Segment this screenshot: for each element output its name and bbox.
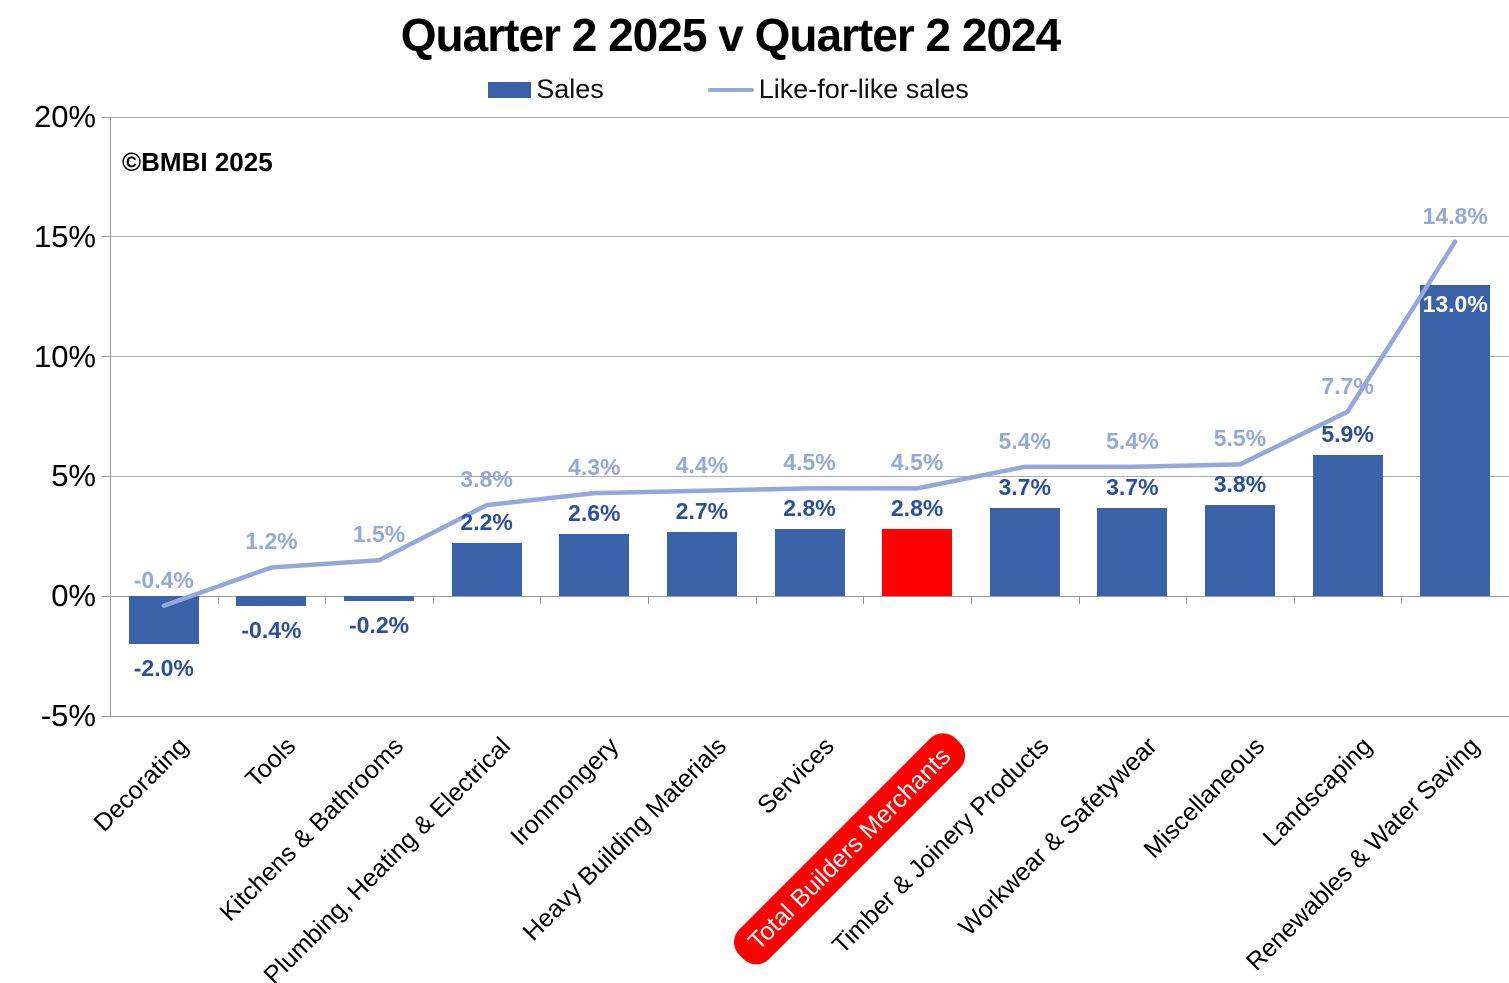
legend-label-like-for-like: Like-for-like sales: [758, 74, 969, 104]
line-value-label: 4.5%: [783, 449, 836, 476]
bar-value-label: -2.0%: [133, 655, 194, 682]
x-axis-tick: [1078, 596, 1080, 605]
y-axis-line: [109, 117, 111, 716]
bar-value-label: -0.2%: [348, 611, 410, 638]
y-tick-label: 20%: [33, 99, 96, 134]
y-axis-tick: [102, 116, 110, 118]
x-axis-tick: [432, 596, 434, 605]
bar-landscaping: [1312, 454, 1383, 597]
x-label-decorating: Decorating: [88, 732, 194, 838]
x-axis-tick: [110, 596, 111, 605]
legend-label-sales: Sales: [536, 74, 604, 104]
line-value-label: 14.8%: [1422, 202, 1488, 229]
line-value-label: 4.5%: [890, 449, 944, 476]
x-label-services: Services: [751, 732, 840, 820]
line-value-label: 7.7%: [1321, 372, 1374, 399]
y-tick-label: 0%: [51, 578, 96, 614]
line-value-label: -0.4%: [133, 566, 194, 593]
bar-services: [774, 529, 845, 597]
x-axis-tick: [1186, 596, 1188, 605]
bar-workwear-safetywear: [1097, 507, 1168, 597]
bar-decorating: [128, 596, 199, 645]
legend-item-sales: Sales: [488, 74, 604, 105]
bar-tools: [236, 596, 307, 606]
bar-miscellaneous: [1204, 505, 1275, 597]
x-axis-tick: [1293, 596, 1295, 605]
line-value-label: 5.5%: [1213, 425, 1267, 452]
x-axis-tick: [755, 596, 757, 605]
bar-value-label: 2.7%: [675, 497, 729, 524]
x-label-ironmongery: Ironmongery: [505, 732, 625, 852]
y-axis-tick: [102, 356, 110, 358]
gridline: [110, 116, 1509, 118]
bar-value-label: 2.6%: [568, 499, 621, 526]
y-tick-label: 5%: [51, 458, 96, 494]
y-tick-label: 15%: [33, 218, 96, 254]
x-axis-tick: [540, 596, 542, 605]
x-axis-tick: [1401, 596, 1403, 605]
line-value-label: 1.5%: [352, 521, 406, 548]
gridline: [110, 475, 1509, 477]
line-value-label: 1.2%: [245, 528, 298, 555]
bar-value-label: 2.2%: [460, 509, 513, 536]
x-label-tools: Tools: [240, 732, 302, 794]
chart-title: Quarter 2 2025 v Quarter 2 2024: [400, 9, 1061, 61]
bar-value-label: 5.9%: [1321, 420, 1374, 447]
x-axis-tick: [325, 596, 327, 605]
like-for-like-line-swatch-icon: [707, 87, 754, 92]
line-value-label: 3.8%: [460, 466, 513, 493]
y-axis-tick: [102, 475, 110, 477]
sales-swatch-icon: [488, 81, 532, 98]
bar-renewables-water-saving: [1420, 284, 1491, 597]
x-label-workwear-safetywear: Workwear & Safetywear: [953, 732, 1163, 942]
bar-value-label: 2.8%: [890, 495, 944, 522]
bar-value-label: 13.0%: [1422, 290, 1488, 317]
bar-value-label: 3.8%: [1213, 471, 1267, 498]
y-axis-tick: [102, 595, 110, 597]
x-label-renewables-water-saving: Renewables & Water Saving: [1240, 732, 1486, 977]
line-value-label: 4.3%: [568, 454, 621, 481]
gridline: [110, 356, 1509, 358]
line-value-label: 4.4%: [675, 451, 729, 478]
x-axis-tick: [217, 596, 219, 605]
bar-value-label: 3.7%: [998, 473, 1051, 500]
copyright-notice: ©BMBI 2025: [122, 147, 273, 177]
bar-kitchens-bathrooms: [344, 596, 415, 601]
bar-value-label: 3.7%: [1106, 473, 1159, 500]
x-label-landscaping: Landscaping: [1257, 732, 1378, 853]
x-axis-tick: [648, 596, 650, 605]
bar-ironmongery: [559, 533, 630, 597]
x-label-kitchens-bathrooms: Kitchens & Bathrooms: [214, 732, 409, 927]
bar-value-label: -0.4%: [241, 616, 302, 643]
gridline: [110, 236, 1509, 238]
x-axis-tick: [863, 596, 865, 605]
y-axis-tick: [102, 715, 110, 717]
bar-timber-joinery-products: [989, 507, 1060, 597]
bar-value-label: 2.8%: [783, 495, 836, 522]
y-axis-tick: [102, 236, 110, 238]
y-tick-label: -5%: [40, 698, 96, 733]
legend: Sales Like-for-like sales: [0, 74, 1509, 105]
line-value-label: 5.4%: [1106, 427, 1159, 454]
x-label-heavy-building-materials: Heavy Building Materials: [517, 732, 732, 947]
bar-total-builders-merchants: [882, 529, 953, 597]
line-value-label: 5.4%: [998, 427, 1051, 454]
bar-plumbing-heating-electrical: [451, 543, 522, 597]
bar-heavy-building-materials: [666, 531, 737, 597]
legend-item-like-for-like: Like-for-like sales: [707, 74, 969, 105]
y-tick-label: 10%: [33, 338, 96, 374]
x-axis-tick: [970, 596, 972, 605]
gridline: [110, 715, 1509, 717]
